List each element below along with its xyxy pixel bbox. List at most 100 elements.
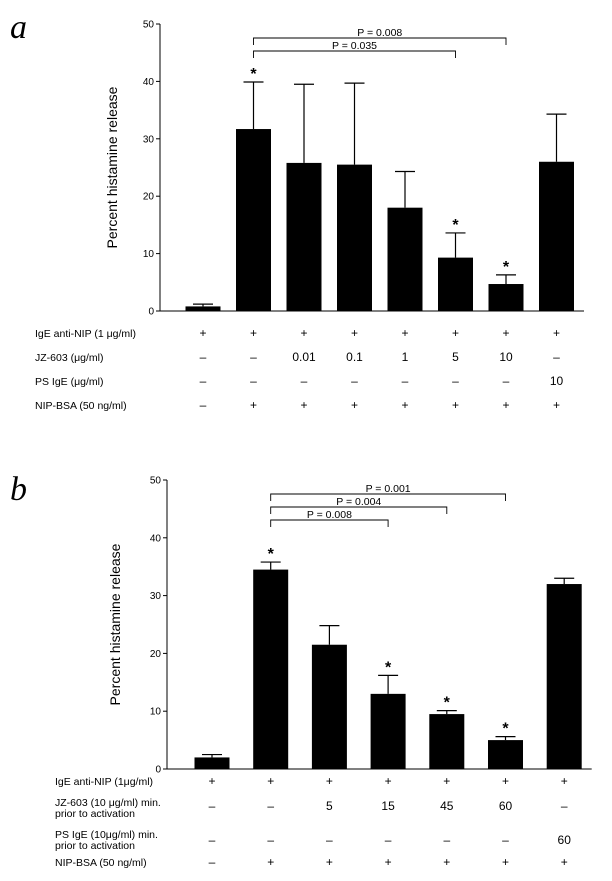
condition-cell: 60 [558, 833, 572, 847]
bar [253, 569, 289, 769]
condition-cell: – [502, 833, 509, 847]
condition-cell: 5 [452, 350, 459, 364]
p-value-label: P = 0.001 [366, 483, 411, 495]
condition-cell: + [326, 855, 333, 869]
condition-cell: + [300, 398, 307, 412]
condition-cell: – [200, 350, 207, 364]
significance-star: * [444, 695, 451, 712]
condition-cell: – [561, 799, 568, 813]
comparison-bracket [253, 37, 507, 45]
condition-cell: – [301, 374, 308, 388]
condition-cell: – [250, 374, 257, 388]
bar [488, 284, 524, 311]
panel-letter: a [10, 9, 27, 46]
condition-cell: + [502, 774, 509, 788]
condition-cell: 15 [381, 799, 395, 813]
condition-cell: – [209, 799, 216, 813]
y-tick-label: 10 [150, 707, 162, 718]
bar [236, 129, 271, 311]
significance-star: * [503, 259, 510, 276]
p-value-label: P = 0.004 [336, 496, 381, 508]
condition-cell: + [351, 326, 358, 340]
condition-cell: + [199, 326, 206, 340]
condition-cell: + [443, 774, 450, 788]
y-tick-label: 20 [143, 192, 155, 203]
significance-star: * [385, 659, 392, 676]
bar [194, 757, 230, 769]
y-tick-label: 0 [148, 307, 154, 318]
condition-row-label: PS IgE (μg/ml) [35, 376, 103, 388]
y-tick-label: 30 [143, 134, 155, 145]
bar [429, 714, 465, 769]
significance-star: * [250, 66, 257, 83]
p-value-label: P = 0.008 [357, 27, 402, 39]
condition-cell: 0.01 [292, 350, 316, 364]
condition-cell: 60 [499, 799, 513, 813]
condition-cell: + [267, 855, 274, 869]
y-tick-label: 0 [155, 765, 161, 776]
condition-cell: + [502, 398, 509, 412]
condition-cell: + [502, 326, 509, 340]
condition-cell: + [250, 326, 257, 340]
condition-cell: + [401, 326, 408, 340]
y-tick-label: 50 [150, 476, 162, 487]
bar [488, 740, 523, 769]
condition-cell: 1 [402, 350, 409, 364]
condition-cell: – [443, 833, 450, 847]
comparison-bracket [253, 50, 456, 58]
condition-cell: – [385, 833, 392, 847]
y-tick-label: 20 [150, 649, 162, 660]
condition-cell: – [402, 374, 409, 388]
condition-cell: + [443, 855, 450, 869]
condition-cell: 0.1 [346, 350, 363, 364]
condition-cell: 10 [499, 350, 513, 364]
condition-cell: – [503, 374, 510, 388]
bar [387, 207, 423, 311]
condition-cell: + [452, 326, 459, 340]
chart-panel-b: b 0 10 20 30 40 50 Percent histamine release * * *… [10, 471, 592, 869]
bar [286, 162, 322, 311]
condition-cell: – [553, 350, 560, 364]
condition-cell: – [250, 350, 257, 364]
condition-cell: + [553, 398, 560, 412]
condition-row-label: IgE anti-NIP (1μg/ml) [55, 776, 153, 788]
condition-cell: + [561, 855, 568, 869]
condition-cell: + [561, 774, 568, 788]
condition-cell: + [385, 774, 392, 788]
panel-letter: b [10, 471, 27, 508]
bar [185, 306, 221, 311]
condition-cell: – [267, 799, 274, 813]
bar [546, 584, 582, 769]
condition-cell: + [250, 398, 257, 412]
condition-row-label: JZ-603 (10 μg/ml) min. prior to activatio… [55, 797, 161, 820]
condition-row-label: PS IgE (10μg/ml) min. prior to activation [55, 829, 158, 852]
condition-cell: 45 [440, 799, 454, 813]
bar [337, 164, 372, 311]
condition-cell: – [209, 833, 216, 847]
condition-cell: + [452, 398, 459, 412]
significance-star: * [268, 546, 275, 563]
comparison-bracket [270, 506, 448, 514]
condition-cell: – [351, 374, 358, 388]
p-value-label: P = 0.008 [307, 509, 352, 521]
y-tick-label: 10 [143, 249, 155, 260]
condition-cell: – [267, 833, 274, 847]
p-value-label: P = 0.035 [332, 40, 377, 52]
condition-cell: – [200, 374, 207, 388]
condition-cell: – [200, 398, 207, 412]
bar [370, 693, 406, 769]
condition-row-label: NIP-BSA (50 ng/ml) [55, 857, 147, 869]
y-axis-label: Percent histamine release [104, 86, 120, 248]
y-tick-label: 30 [150, 591, 162, 602]
bar [539, 161, 574, 311]
y-tick-label: 50 [143, 20, 155, 31]
bar [311, 644, 347, 769]
condition-cell: + [401, 398, 408, 412]
condition-cell: + [326, 774, 333, 788]
y-axis-label: Percent histamine release [107, 543, 123, 705]
condition-cell: – [326, 833, 333, 847]
condition-cell: – [452, 374, 459, 388]
chart-panel-a: a 0 10 20 30 40 50 Percent histamine release * * *… [10, 9, 584, 412]
comparison-bracket [270, 493, 506, 501]
